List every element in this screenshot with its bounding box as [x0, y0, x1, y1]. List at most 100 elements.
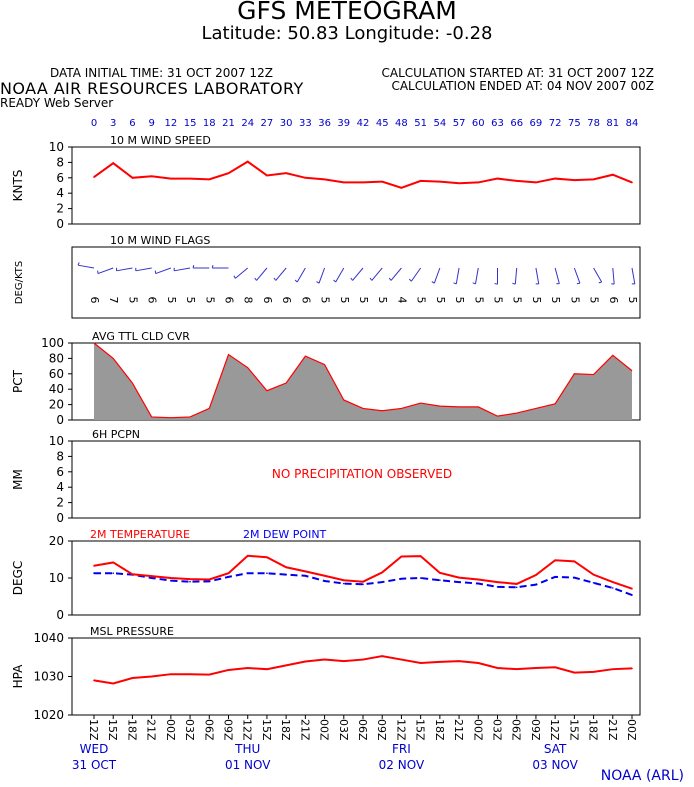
wind-speed-line-point	[554, 177, 556, 180]
temperature-line-point	[496, 581, 499, 583]
wind-speed-line-point	[112, 162, 115, 164]
pressure-line-point	[150, 675, 153, 678]
wind-barb-flag	[472, 282, 476, 285]
day-label: THU	[234, 742, 260, 756]
wind-barb-flag	[77, 262, 80, 266]
hour-label: 39	[337, 118, 350, 129]
temperature-line-point	[515, 583, 518, 585]
hour-label: 18	[203, 118, 216, 129]
calc-start-label: CALCULATION STARTED AT: 31 OCT 2007 12Z	[381, 66, 654, 80]
hour-label: 63	[491, 118, 504, 129]
wind-speed-line-point	[189, 177, 191, 180]
hour-label: 30	[280, 118, 293, 129]
y-tick-label: 6	[56, 171, 64, 185]
x-tick-label: 21Z	[145, 719, 158, 741]
wind-speed-line-point	[150, 175, 153, 178]
x-tick-label: 18Z	[125, 719, 138, 741]
x-tick-label: 21Z	[452, 719, 465, 741]
dew-point-line-point	[592, 582, 595, 584]
wind-speed-value: 5	[434, 297, 447, 304]
pressure-line-point	[496, 667, 499, 669]
panel-title: MSL PRESSURE	[90, 625, 174, 638]
wind-barb	[554, 267, 560, 284]
wind-speed-value: 5	[453, 297, 466, 304]
wind-barb	[97, 267, 114, 275]
y-tick-label: 0	[56, 511, 64, 525]
dew-point-line-point	[285, 573, 287, 576]
y-tick-label: 1020	[33, 708, 64, 722]
x-tick-label: 12Z	[548, 719, 561, 741]
y-tick-label: 8	[56, 155, 64, 169]
y-tick-label: 0	[56, 217, 64, 231]
x-tick-label: 00Z	[318, 719, 331, 741]
y-tick-label: 40	[49, 382, 64, 396]
y-tick-label: 1030	[33, 670, 64, 684]
pressure-line-point	[439, 661, 441, 663]
y-tick-label: 100	[41, 336, 64, 350]
wind-barb-flag	[233, 275, 236, 279]
x-tick-label: 03Z	[337, 719, 350, 741]
cloud-cover-area	[94, 343, 632, 420]
wind-speed-value: 5	[472, 297, 485, 304]
hour-label: 36	[318, 118, 331, 129]
dew-point-line-point	[573, 576, 576, 579]
wind-speed-value: 6	[280, 297, 293, 304]
pressure-line-point	[342, 660, 345, 662]
x-tick-label: 21Z	[606, 719, 619, 741]
hour-label: 69	[530, 118, 543, 129]
panel-frame	[71, 440, 641, 519]
day-label: SAT	[544, 742, 567, 756]
panel-title: 10 M WIND SPEED	[110, 134, 211, 147]
y-tick-label: 0	[56, 608, 64, 622]
wind-barb	[335, 267, 345, 283]
wind-barb-flag	[254, 277, 257, 281]
wind-barb	[135, 267, 152, 272]
wind-speed-line-point	[170, 177, 172, 180]
pressure-line-point	[554, 666, 556, 669]
wind-speed-value: 6	[261, 297, 274, 304]
wind-speed-line-point	[227, 172, 230, 174]
wind-barb	[535, 267, 540, 285]
wind-speed-value: 8	[242, 297, 255, 304]
temperature-line-point	[323, 574, 326, 577]
dew-point-line-point	[631, 594, 633, 596]
hour-label: 3	[110, 118, 116, 129]
dew-point-line-point	[400, 577, 403, 580]
temperature-line-point	[458, 576, 460, 579]
pressure-line-point	[535, 667, 537, 669]
dew-point-line-point	[227, 576, 230, 578]
wind-speed-line-point	[362, 181, 364, 184]
dew-point-line-point	[208, 580, 211, 583]
cloud-cover-line	[93, 342, 633, 419]
pressure-line-point	[362, 658, 364, 661]
wind-speed-value: 6	[223, 297, 236, 304]
hour-label: 9	[148, 118, 154, 129]
dew-point-line-point	[150, 577, 153, 579]
x-tick-label: 15Z	[106, 719, 119, 741]
wind-speed-line-point	[419, 180, 422, 182]
temperature-line-point	[535, 574, 537, 576]
pressure-line-point	[227, 669, 230, 671]
y-tick-label: 60	[49, 367, 64, 381]
wind-barb	[77, 264, 95, 269]
dew-point-line-point	[381, 581, 384, 583]
x-tick-label: 21Z	[298, 719, 311, 741]
wind-speed-line-point	[266, 174, 268, 177]
no-precip-annotation: NO PRECIPITATION OBSERVED	[272, 467, 452, 481]
x-tick-label: 06Z	[202, 719, 215, 741]
wind-speed-value: 6	[146, 297, 159, 304]
wind-speed-line-point	[611, 173, 614, 176]
wind-barb	[234, 267, 249, 279]
date-label: 31 OCT	[72, 758, 117, 772]
wind-barb	[631, 267, 636, 285]
wind-barb-flag	[388, 277, 392, 281]
wind-barb	[371, 267, 383, 281]
y-axis-label: PCT	[11, 369, 25, 393]
wind-barb	[318, 267, 326, 284]
y-tick-label: 1040	[33, 631, 64, 645]
y-tick-label: 8	[56, 449, 64, 463]
y-axis-label: DEGC	[11, 561, 25, 596]
wind-speed-line-point	[381, 180, 384, 183]
dew-point-line-point	[554, 576, 556, 578]
